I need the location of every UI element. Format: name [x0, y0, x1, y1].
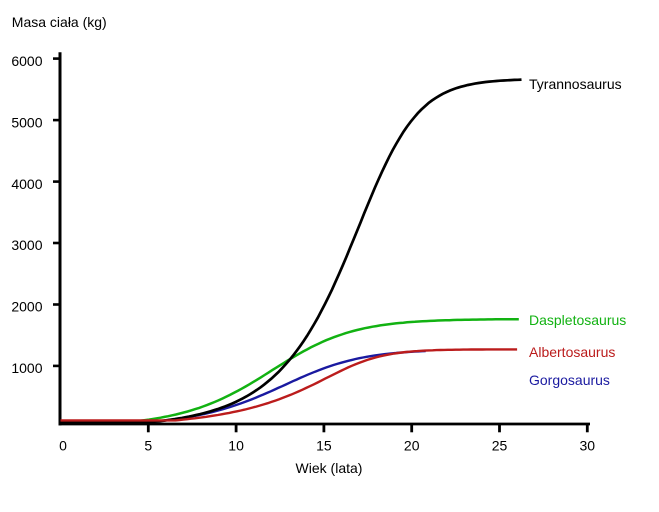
- svg-text:20: 20: [404, 437, 420, 453]
- svg-text:3000: 3000: [11, 237, 42, 253]
- svg-text:Wiek (lata): Wiek (lata): [296, 460, 363, 476]
- svg-text:5: 5: [144, 437, 152, 453]
- svg-text:10: 10: [228, 437, 244, 453]
- svg-text:30: 30: [580, 437, 596, 453]
- svg-text:15: 15: [316, 437, 332, 453]
- svg-text:1000: 1000: [11, 360, 42, 376]
- svg-text:Albertosaurus: Albertosaurus: [529, 344, 615, 360]
- svg-text:4000: 4000: [11, 176, 42, 192]
- svg-text:25: 25: [492, 437, 508, 453]
- svg-text:Masa ciała (kg): Masa ciała (kg): [12, 14, 107, 30]
- svg-text:Daspletosaurus: Daspletosaurus: [529, 312, 626, 328]
- svg-text:0: 0: [59, 437, 67, 453]
- svg-text:Gorgosaurus: Gorgosaurus: [529, 372, 610, 388]
- svg-text:2000: 2000: [11, 299, 42, 315]
- svg-text:Tyrannosaurus: Tyrannosaurus: [529, 76, 622, 92]
- svg-text:6000: 6000: [11, 53, 42, 69]
- svg-text:5000: 5000: [11, 114, 42, 130]
